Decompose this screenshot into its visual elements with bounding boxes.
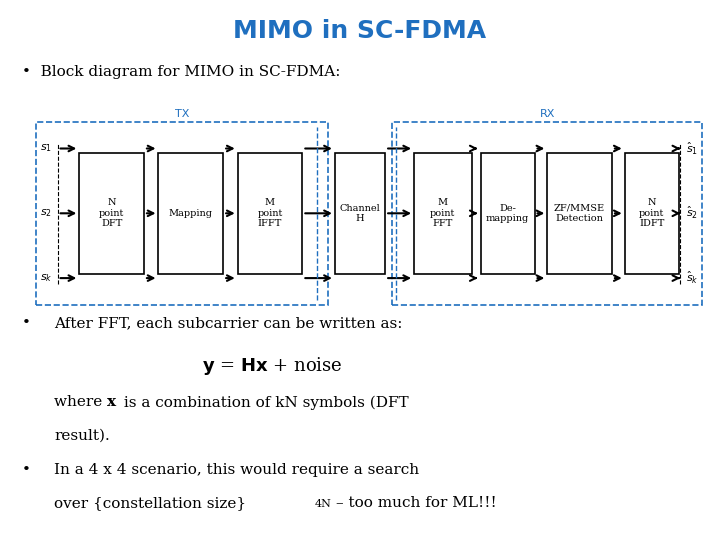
Text: ZF/MMSE
Detection: ZF/MMSE Detection — [554, 204, 606, 223]
Text: After FFT, each subcarrier can be written as:: After FFT, each subcarrier can be writte… — [54, 316, 402, 330]
Text: •: • — [22, 316, 30, 330]
Bar — [335, 152, 385, 274]
Text: Mapping: Mapping — [168, 209, 213, 218]
Text: MIMO in SC-FDMA: MIMO in SC-FDMA — [233, 19, 487, 43]
Bar — [414, 152, 472, 274]
Text: result).: result). — [54, 429, 109, 443]
Text: N
point
DFT: N point DFT — [99, 198, 125, 228]
Text: Channel
H: Channel H — [340, 204, 380, 223]
Text: In a 4 x 4 scenario, this would require a search: In a 4 x 4 scenario, this would require … — [54, 463, 419, 477]
Text: N
point
IDFT: N point IDFT — [639, 198, 665, 228]
Bar — [625, 152, 679, 274]
Text: $s_1$: $s_1$ — [40, 143, 52, 154]
Text: 4N: 4N — [315, 499, 331, 509]
Text: $s_2$: $s_2$ — [40, 207, 52, 219]
Text: $\hat{s}_2$: $\hat{s}_2$ — [686, 205, 698, 221]
Text: •  Block diagram for MIMO in SC-FDMA:: • Block diagram for MIMO in SC-FDMA: — [22, 65, 340, 79]
Text: over {constellation size}: over {constellation size} — [54, 496, 246, 510]
Text: is a combination of kN symbols (DFT: is a combination of kN symbols (DFT — [119, 395, 408, 410]
Bar — [392, 122, 702, 305]
Text: RX: RX — [539, 109, 555, 119]
Bar — [158, 152, 223, 274]
Text: $s_k$: $s_k$ — [40, 272, 52, 284]
Bar — [481, 152, 534, 274]
Bar — [547, 152, 612, 274]
Bar — [79, 152, 144, 274]
Text: $\bf{y}$ = $\bf{Hx}$ + noise: $\bf{y}$ = $\bf{Hx}$ + noise — [202, 355, 342, 377]
Text: – too much for ML!!!: – too much for ML!!! — [336, 496, 496, 510]
Text: M
point
FFT: M point FFT — [430, 198, 456, 228]
Text: $\hat{s}_k$: $\hat{s}_k$ — [685, 270, 698, 286]
Text: where: where — [54, 395, 107, 409]
Text: x: x — [107, 395, 116, 409]
Bar — [36, 122, 328, 305]
Text: M
point
IFFT: M point IFFT — [257, 198, 283, 228]
Text: •: • — [22, 463, 30, 477]
Bar — [238, 152, 302, 274]
Text: $\hat{s}_1$: $\hat{s}_1$ — [686, 140, 698, 157]
Text: TX: TX — [175, 109, 189, 119]
Text: De-
mapping: De- mapping — [486, 204, 529, 223]
